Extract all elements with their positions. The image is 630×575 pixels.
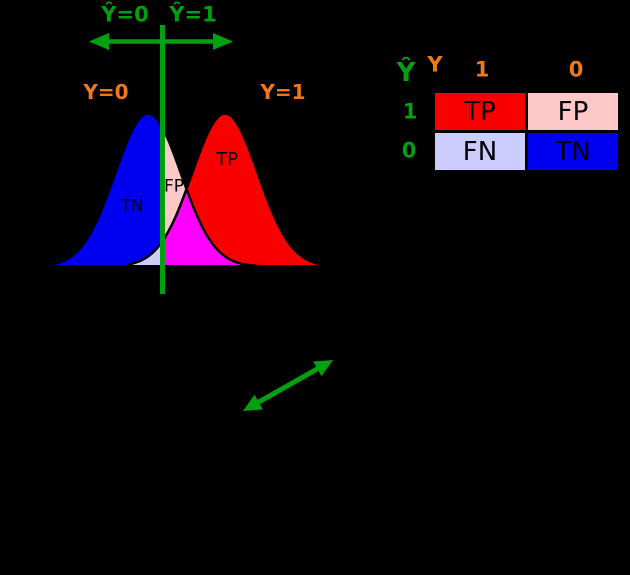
negative-curve-outline <box>47 112 259 268</box>
matrix-col-header-0: 0 <box>568 57 584 82</box>
predicted-positive-label: Ŷ=1 <box>169 2 217 27</box>
overlap-region-right-of-threshold <box>163 190 256 267</box>
fn-region <box>128 240 163 267</box>
matrix-cell-tp: TP <box>435 93 525 130</box>
class-negative-label: Y=0 <box>83 80 129 104</box>
tn-region-label: TN <box>120 196 144 217</box>
matrix-row-header-0: 0 <box>401 138 417 163</box>
prediction-arrow-left-head <box>89 33 109 50</box>
class-positive-label: Y=1 <box>260 80 306 104</box>
matrix-col-header-1: 1 <box>474 57 490 82</box>
matrix-row-axis-label: Ŷ <box>396 58 416 88</box>
matrix-cell-fn: FN <box>435 133 525 170</box>
fp-region-label: FP <box>163 176 185 197</box>
matrix-col-axis-label: Y <box>427 52 443 77</box>
fp-region <box>163 128 187 241</box>
matrix-cell-fp: FP <box>528 93 618 130</box>
threshold-adjust-arrow-upper-head <box>313 360 333 377</box>
predicted-negative-label: Ŷ=0 <box>101 2 149 27</box>
negative-distribution-area <box>48 113 258 267</box>
prediction-arrow-right-head <box>213 33 233 50</box>
matrix-cell-tn: TN <box>528 133 618 170</box>
tp-region-label: TP <box>216 149 238 170</box>
confusion-matrix: TP FP FN TN <box>432 90 621 173</box>
threshold-adjust-arrow-shaft <box>249 362 327 409</box>
matrix-row-header-1: 1 <box>402 99 418 124</box>
threshold-adjust-arrow-lower-head <box>243 394 263 411</box>
